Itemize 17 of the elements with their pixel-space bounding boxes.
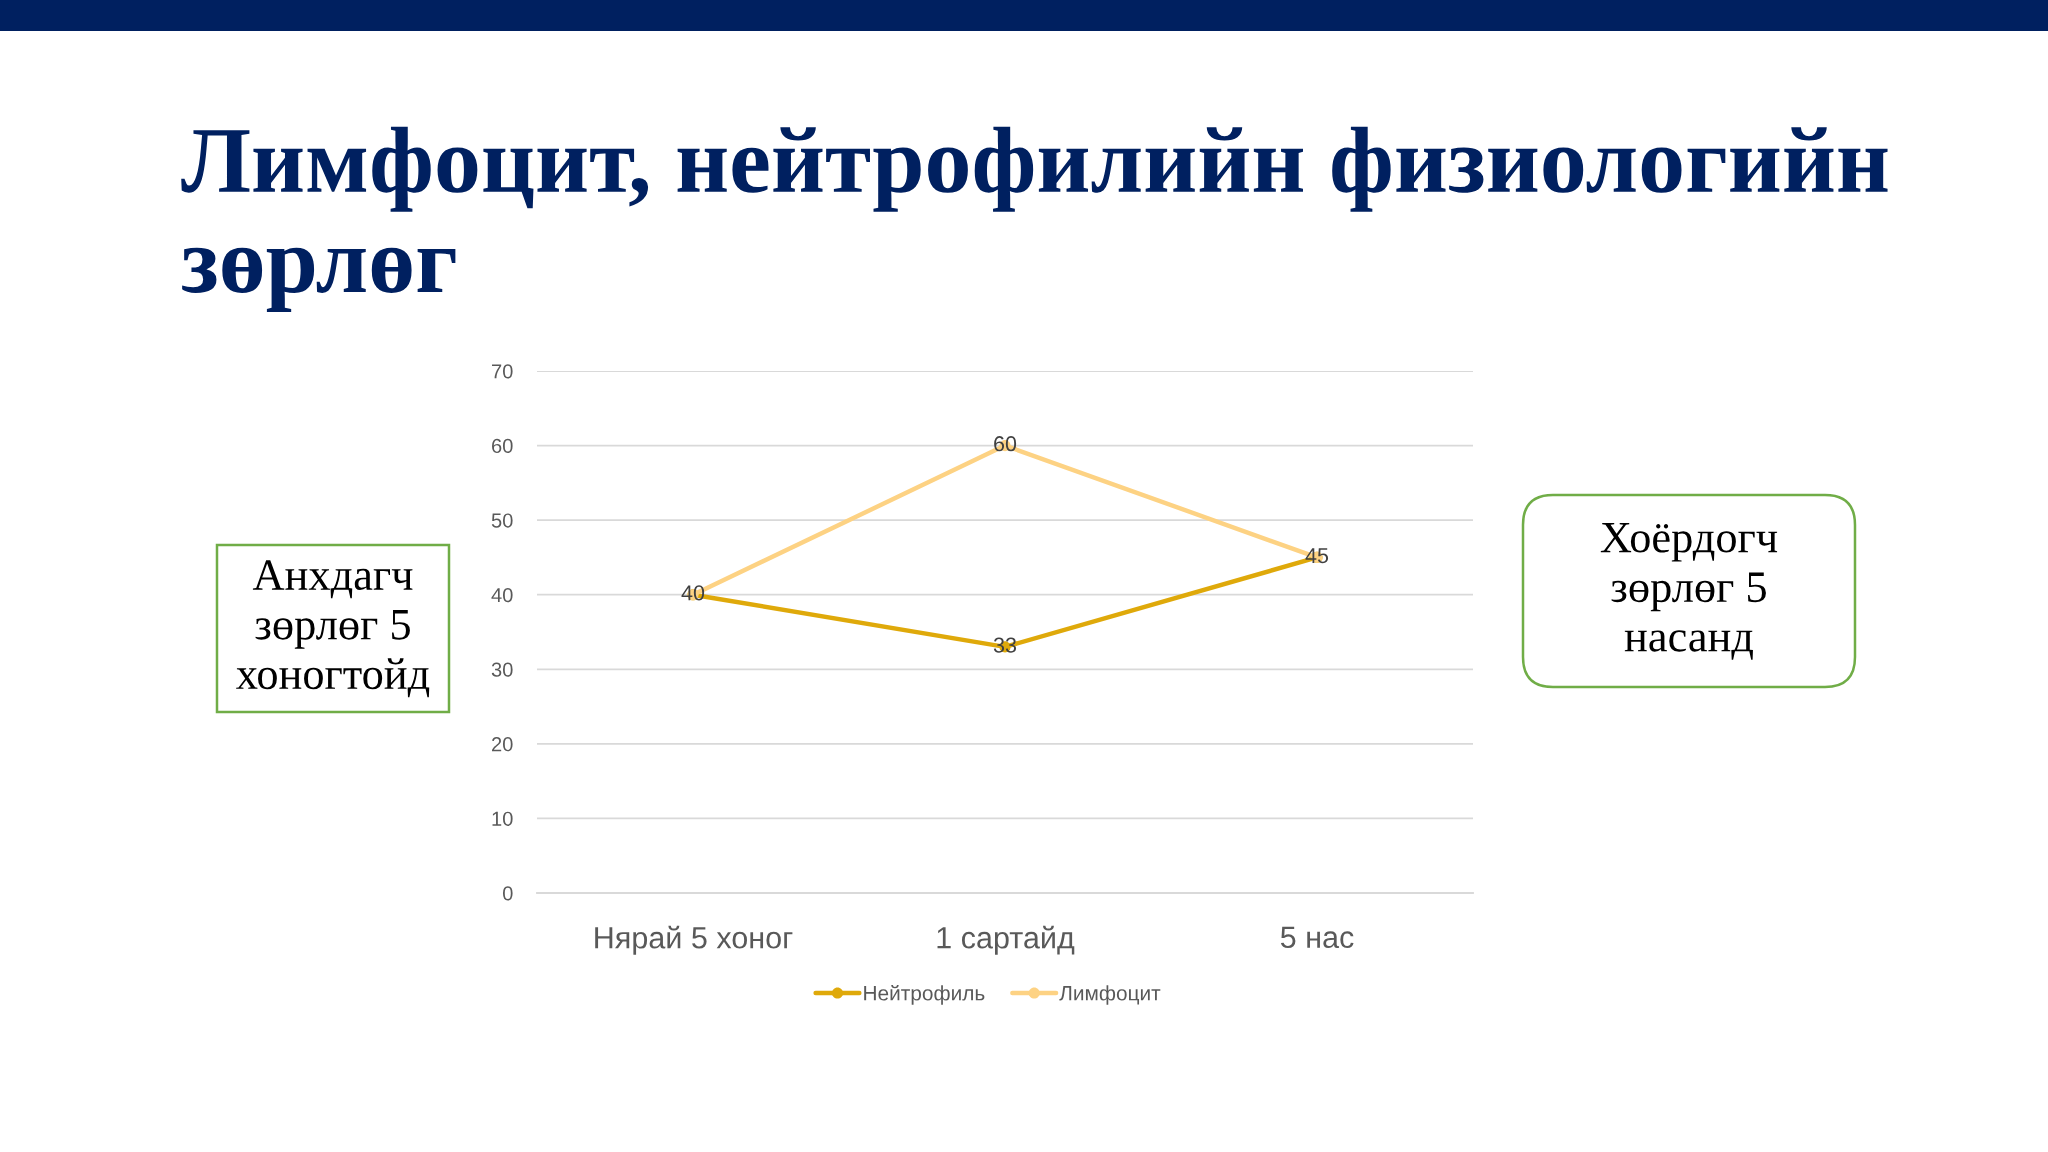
y-tick-label: 10	[492, 811, 513, 826]
y-tick-label: 70	[492, 364, 513, 379]
y-tick-label: 60	[492, 438, 513, 454]
x-tick-label: 5 нас	[1280, 926, 1354, 949]
y-tick-label: 30	[491, 662, 513, 677]
y-tick-label: 0	[502, 886, 513, 901]
y-tick-label: 20	[492, 737, 513, 752]
text: Анхдагч зөрлөг 5 хоногтойд	[236, 560, 430, 698]
chart-title: Лимфоцит, нейтрофилийн физиологийн зөрлөг	[181, 126, 1888, 312]
y-tick-label: 50	[491, 513, 513, 528]
x-tick-label: Нярай 5 хоног	[595, 925, 793, 955]
legend-label: Нейтрофиль	[864, 984, 985, 1005]
data-label: 60	[994, 436, 1017, 452]
text: Хоёрдогч зөрлөг 5 насанд	[1600, 523, 1778, 660]
y-tick-label: 40	[491, 587, 513, 603]
legend-label: Лимфоцит	[1059, 985, 1161, 1005]
x-tick-label: 1 сартайд	[937, 925, 1075, 955]
